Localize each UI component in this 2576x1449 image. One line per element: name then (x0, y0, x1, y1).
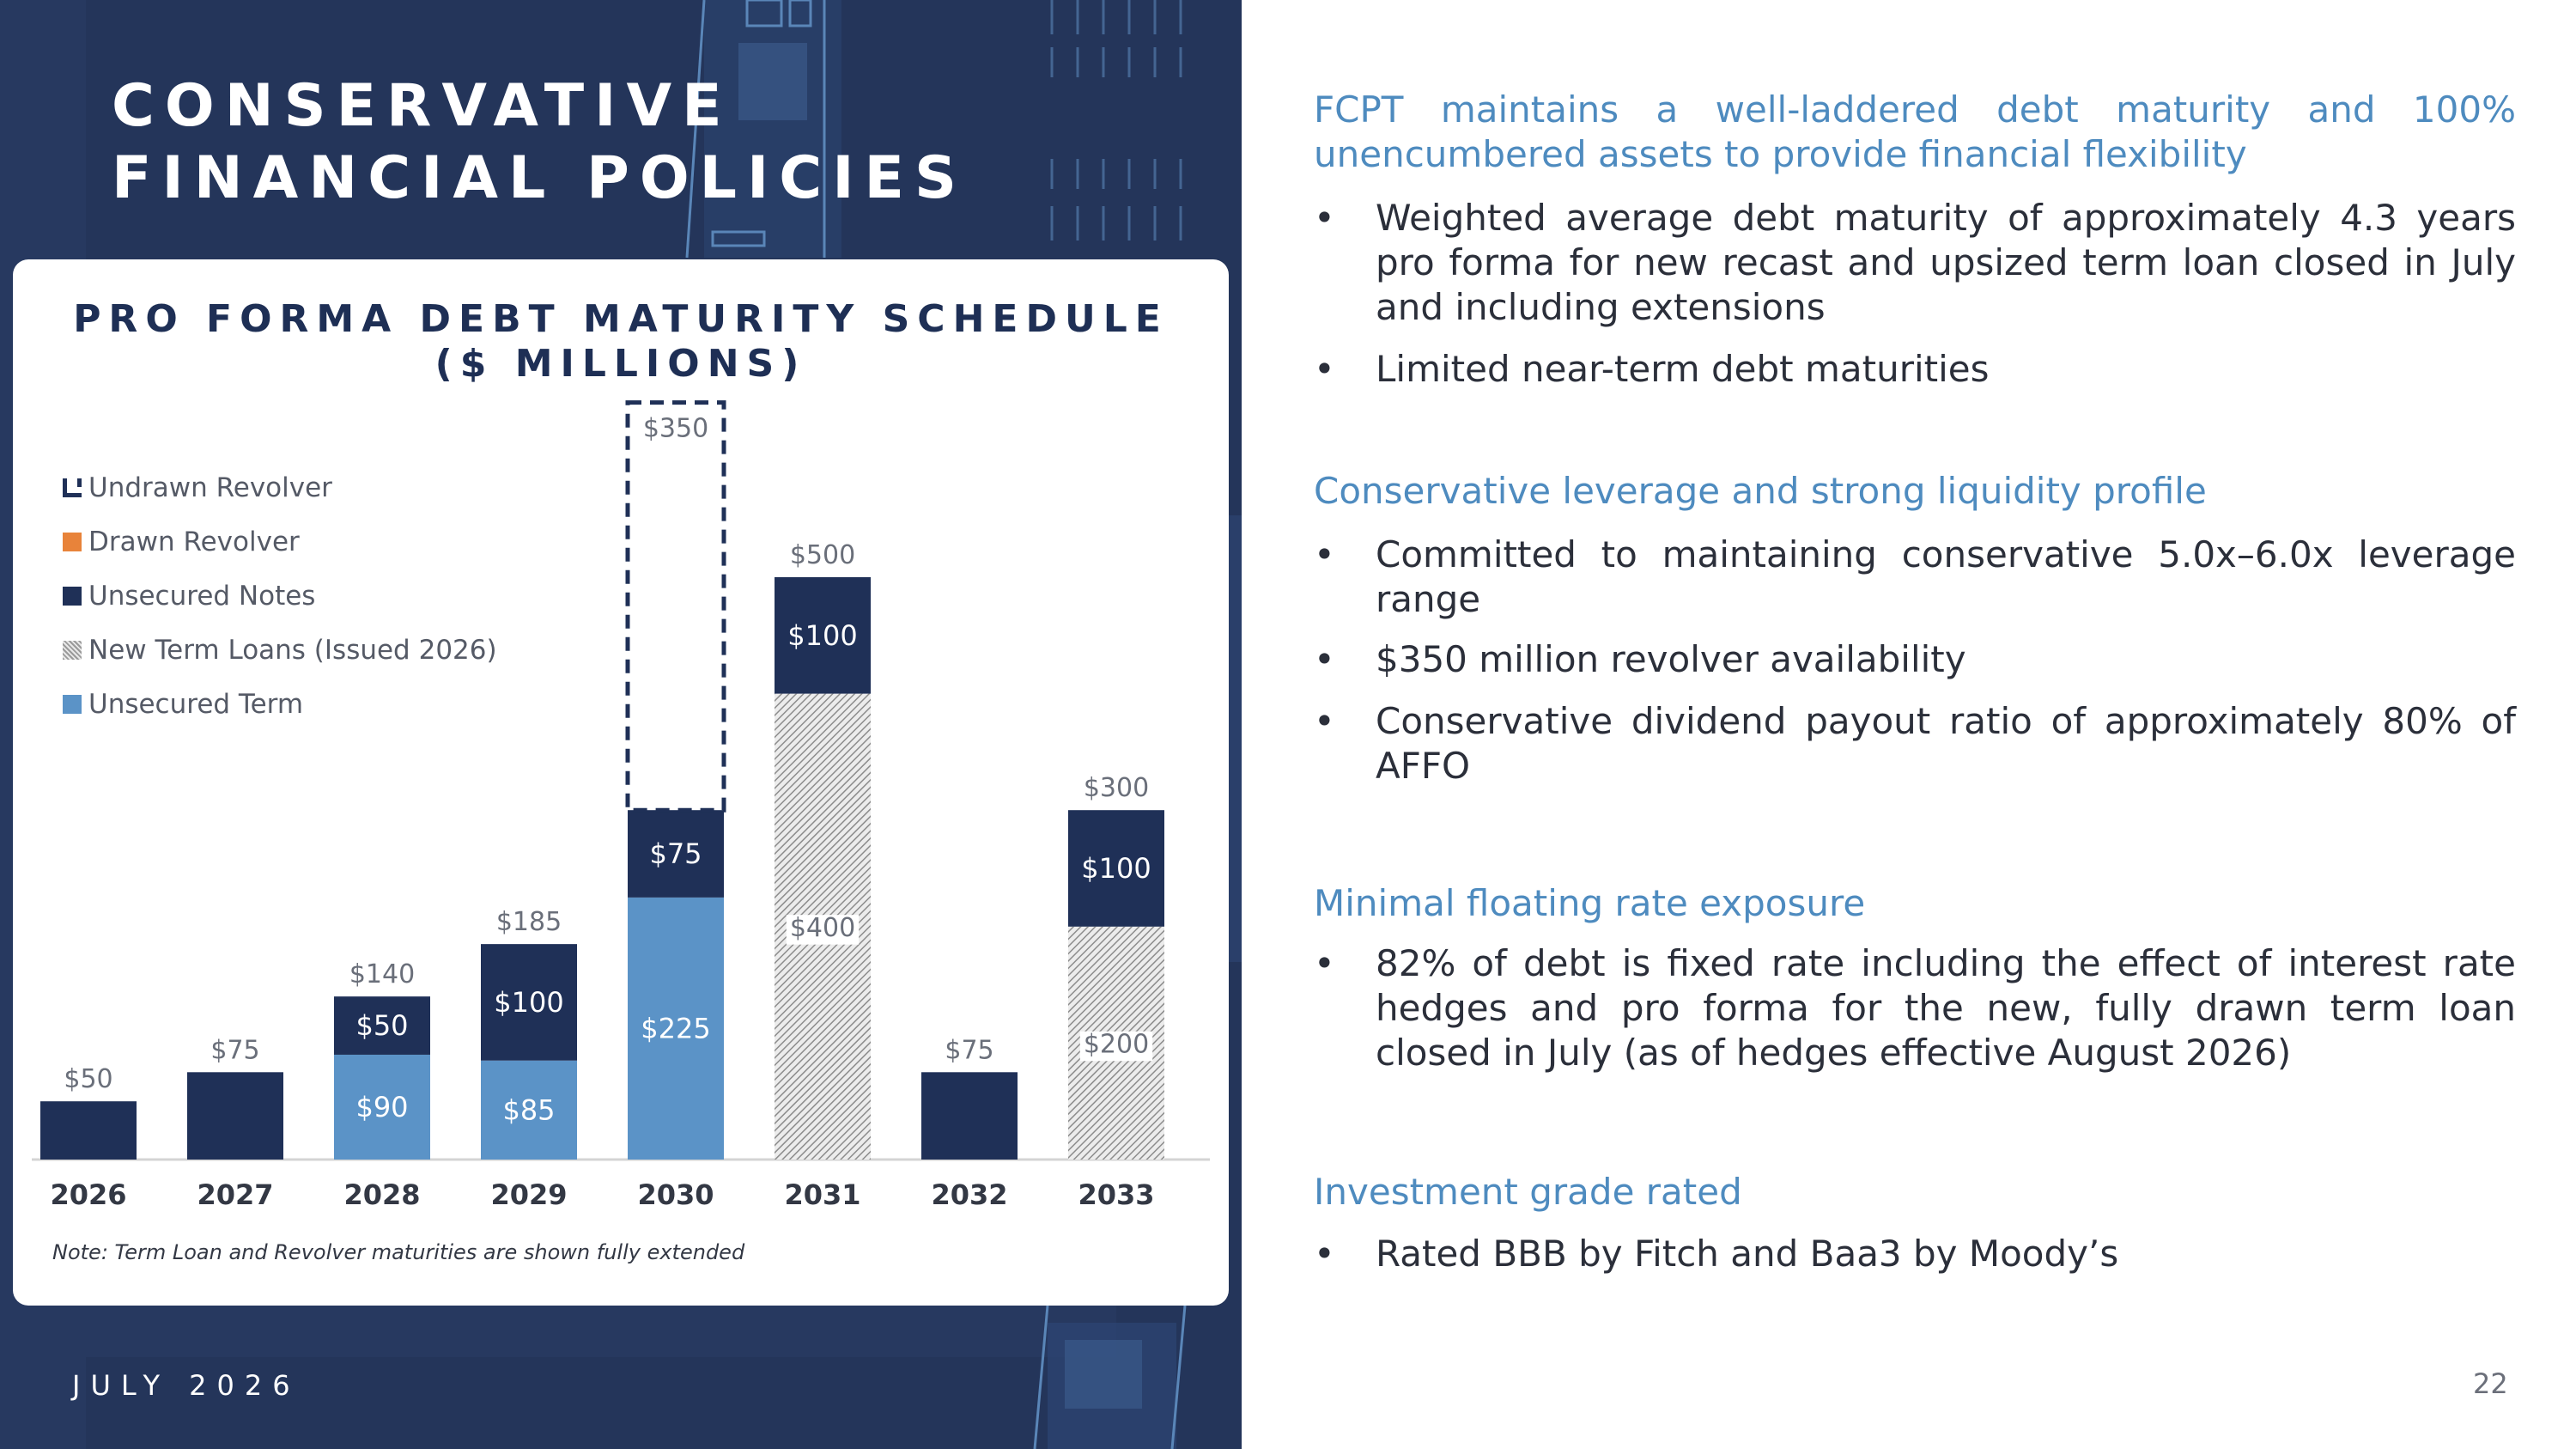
bar-segment-2030-undrawn-revolver (625, 400, 726, 813)
bar-label-2031-term-loan: $400 (790, 913, 855, 943)
chart-legend: Undrawn Revolver Drawn Revolver Unsecure… (63, 460, 497, 731)
bullet-dot: • (1314, 348, 1335, 390)
chart-title-line2: ($ MILLIONS) (434, 342, 807, 386)
bar-label-2033-term-loan-bg (1079, 1031, 1153, 1062)
bullet-text: $350 million revolver availability (1376, 638, 1966, 680)
legend-swatch-orange-icon (63, 532, 82, 551)
legend-item-unsecured-term: Unsecured Term (63, 677, 497, 731)
bar-label-2033-segment: $100 (1081, 852, 1151, 885)
bullet-item: • Rated BBB by Fitch and Baa3 by Moody’s (1314, 1232, 2516, 1276)
page-title-line2: FINANCIAL POLICIES (112, 144, 967, 212)
bullet-item: • $350 million revolver availability (1314, 637, 2516, 682)
chart-title: PRO FORMA DEBT MATURITY SCHEDULE ($ MILL… (13, 297, 1229, 387)
x-tick-label-2030: 2030 (637, 1178, 714, 1211)
bar-label-2030-segment: $75 (649, 837, 702, 870)
chart-title-line1: PRO FORMA DEBT MATURITY SCHEDULE (73, 297, 1169, 341)
x-tick-label-2026: 2026 (50, 1178, 126, 1211)
bullet-dot: • (1314, 942, 1335, 984)
page-title-line1: CONSERVATIVE (112, 72, 732, 140)
debt-maturity-chart: $50 2026 $75 2027 $90 $50 $140 2028 $85 $100 $185 2… (32, 400, 1210, 1211)
bar-total-label-2031: $500 (790, 540, 855, 570)
bar-label-2031-term-loan-bg (786, 915, 860, 945)
x-tick-label-2033: 2033 (1078, 1178, 1154, 1211)
bar-label-2028-segment: $90 (355, 1091, 408, 1123)
bullet-text: Weighted average debt maturity of approx… (1376, 197, 2516, 328)
section-heading-investment-grade: Investment grade rated (1314, 1171, 1742, 1213)
legend-label: Unsecured Term (88, 688, 304, 720)
bar-segment-2027-unsecured-notes (187, 1072, 283, 1160)
bar-label-2030-undrawn: $350 (643, 414, 708, 444)
legend-item-new-term-loans: New Term Loans (Issued 2026) (63, 623, 497, 677)
bar-total-label-2033: $300 (1084, 773, 1149, 803)
bar-segment-2030-unsecured-term (628, 897, 724, 1160)
page-title: CONSERVATIVE FINANCIAL POLICIES (112, 70, 967, 215)
bar-label-2029-segment: $85 (502, 1093, 555, 1126)
bar-total-label-2027: $75 (210, 1035, 259, 1065)
legend-label: Drawn Revolver (88, 526, 300, 557)
bar-segment-2029-unsecured-notes (481, 944, 577, 1061)
bullet-item: • 82% of debt is fixed rate including th… (1314, 941, 2516, 1075)
bar-segment-2026-unsecured-notes (40, 1101, 137, 1160)
section-heading-leverage-liquidity: Conservative leverage and strong liquidi… (1314, 470, 2207, 512)
bullet-text: Conservative dividend payout ratio of ap… (1376, 700, 2516, 787)
bar-total-label-2026: $50 (64, 1064, 112, 1094)
bar-total-label-2032: $75 (945, 1035, 993, 1065)
bar-segment-2028-unsecured-notes (334, 996, 430, 1055)
bar-segment-2033-unsecured-notes (1068, 810, 1164, 927)
bullet-text: Limited near-term debt maturities (1376, 348, 1990, 390)
bullet-text: Committed to maintaining conservative 5.… (1376, 533, 2516, 620)
legend-label: Undrawn Revolver (88, 472, 332, 503)
x-tick-label-2028: 2028 (343, 1178, 420, 1211)
bullet-dot: • (1314, 700, 1335, 742)
bullet-item: • Weighted average debt maturity of appr… (1314, 196, 2516, 330)
legend-item-drawn-revolver: Drawn Revolver (63, 514, 497, 569)
bullet-item: • Conservative dividend payout ratio of … (1314, 699, 2516, 788)
page-number: 22 (2473, 1367, 2508, 1400)
footer-date: JULY 2026 (72, 1369, 301, 1402)
x-tick-label-2032: 2032 (931, 1178, 1007, 1211)
bar-segment-2028-unsecured-term (334, 1054, 430, 1160)
section-heading-floating-rate: Minimal floating rate exposure (1314, 882, 1866, 924)
legend-swatch-navy-icon (63, 586, 82, 606)
bar-total-label-2029: $185 (496, 907, 562, 937)
bar-segment-2031-unsecured-notes (775, 577, 871, 694)
bullet-item: • Limited near-term debt maturities (1314, 347, 2516, 392)
bullet-text: 82% of debt is fixed rate including the … (1376, 942, 2516, 1074)
bar-segment-2029-unsecured-term (481, 1060, 577, 1160)
debt-maturity-chart-card: PRO FORMA DEBT MATURITY SCHEDULE ($ MILL… (13, 259, 1229, 1306)
legend-swatch-hatch-icon (63, 640, 82, 660)
legend-label: New Term Loans (Issued 2026) (88, 634, 497, 666)
x-tick-label-2029: 2029 (490, 1178, 567, 1211)
legend-item-undrawn-revolver: Undrawn Revolver (63, 460, 497, 514)
bar-label-2028-segment: $50 (355, 1009, 408, 1042)
legend-swatch-blue-icon (63, 694, 82, 714)
bar-label-2033-term-loan: $200 (1084, 1029, 1149, 1059)
bullet-dot: • (1314, 197, 1335, 239)
bullet-dot: • (1314, 533, 1335, 575)
x-tick-label-2031: 2031 (784, 1178, 860, 1211)
section-heading-debt-maturity: FCPT maintains a well-laddered debt matu… (1314, 88, 2516, 175)
bar-total-label-2028: $140 (349, 959, 415, 989)
bullet-dot: • (1314, 1233, 1335, 1275)
bar-segment-2032-unsecured-notes (921, 1072, 1018, 1160)
bar-label-2030-segment: $225 (641, 1012, 710, 1044)
bar-segment-2030-unsecured-notes (628, 810, 724, 898)
bullet-dot: • (1314, 638, 1335, 680)
bullet-item: • Committed to maintaining conservative … (1314, 533, 2516, 622)
chart-note: Note: Term Loan and Revolver maturities … (52, 1240, 745, 1264)
bar-label-2031-segment: $100 (787, 619, 857, 652)
legend-item-unsecured-notes: Unsecured Notes (63, 569, 497, 623)
x-tick-label-2027: 2027 (197, 1178, 273, 1211)
bar-label-2029-segment: $100 (494, 986, 563, 1019)
legend-label: Unsecured Notes (88, 580, 316, 612)
legend-swatch-bracket-icon (63, 478, 82, 497)
bullet-text: Rated BBB by Fitch and Baa3 by Moody’s (1376, 1233, 2119, 1275)
